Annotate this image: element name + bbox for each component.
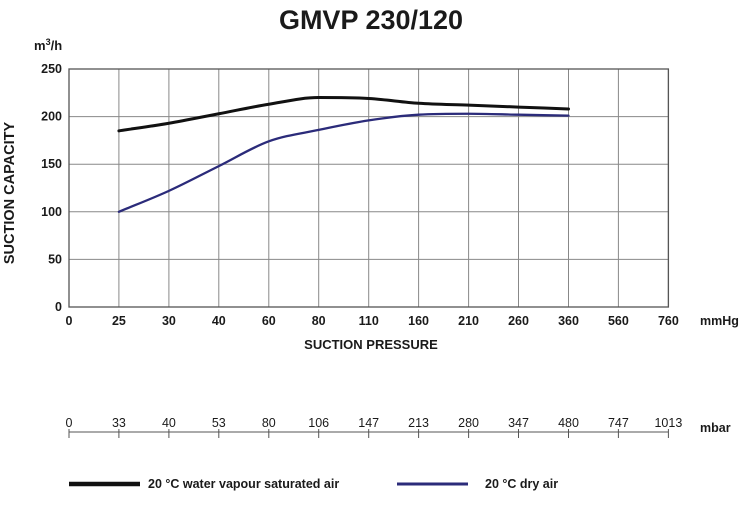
svg-text:0: 0 <box>55 300 62 314</box>
svg-text:20 °C dry air: 20 °C dry air <box>485 477 558 491</box>
svg-text:60: 60 <box>262 314 276 328</box>
svg-text:747: 747 <box>608 416 629 430</box>
svg-text:110: 110 <box>359 314 379 328</box>
svg-text:mmHg: mmHg <box>700 314 739 328</box>
svg-text:360: 360 <box>558 314 579 328</box>
svg-text:106: 106 <box>308 416 329 430</box>
svg-text:SUCTION CAPACITY: SUCTION CAPACITY <box>2 122 18 265</box>
svg-text:33: 33 <box>112 416 126 430</box>
svg-text:40: 40 <box>212 314 226 328</box>
svg-text:1013: 1013 <box>654 416 682 430</box>
svg-text:0: 0 <box>66 416 73 430</box>
svg-text:GMVP 230/120: GMVP 230/120 <box>279 5 463 35</box>
svg-text:150: 150 <box>41 157 62 171</box>
svg-text:210: 210 <box>458 314 479 328</box>
svg-text:250: 250 <box>41 62 62 76</box>
svg-text:260: 260 <box>508 314 529 328</box>
svg-text:280: 280 <box>458 416 479 430</box>
svg-text:SUCTION PRESSURE: SUCTION PRESSURE <box>304 337 438 352</box>
svg-text:200: 200 <box>41 110 62 124</box>
svg-text:mbar: mbar <box>700 421 731 435</box>
svg-text:40: 40 <box>162 416 176 430</box>
svg-text:560: 560 <box>608 314 629 328</box>
svg-text:30: 30 <box>162 314 176 328</box>
svg-text:80: 80 <box>312 314 326 328</box>
svg-text:20 °C water vapour saturated a: 20 °C water vapour saturated air <box>148 477 339 491</box>
svg-text:480: 480 <box>558 416 579 430</box>
svg-text:100: 100 <box>41 205 62 219</box>
svg-text:347: 347 <box>508 416 529 430</box>
svg-text:160: 160 <box>408 314 429 328</box>
svg-text:50: 50 <box>48 252 62 266</box>
svg-text:147: 147 <box>358 416 379 430</box>
svg-text:25: 25 <box>112 314 126 328</box>
svg-text:0: 0 <box>66 314 73 328</box>
svg-text:53: 53 <box>212 416 226 430</box>
svg-text:213: 213 <box>408 416 429 430</box>
svg-text:80: 80 <box>262 416 276 430</box>
svg-text:760: 760 <box>658 314 679 328</box>
